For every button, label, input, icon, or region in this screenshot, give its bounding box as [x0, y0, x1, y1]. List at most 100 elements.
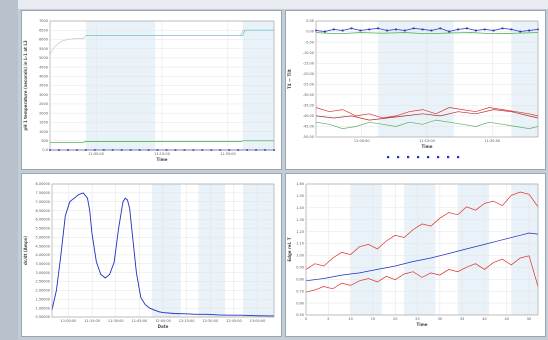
chart-4-svg: 1.60 1.50 1.40 1.30 1.20 1.10 1.00 0.90 0.80 0.70… [287, 182, 539, 327]
chart-4-y-tick-label: 0.60 [296, 301, 304, 305]
chart-3-x-tick-label: 12:30:00 [202, 319, 218, 323]
chart-2-series-marker [377, 27, 380, 30]
chart-1-y-tick-label: 6500 [39, 28, 48, 32]
chart-4-series-line-2 [305, 191, 539, 270]
chart-3-y-tick-label: 4.00000 [36, 253, 50, 257]
chart-2-svg: 5.00 0.00 -5.00 -10.00 -15.00 -20.00 -25.00 -30… [287, 19, 539, 159]
chart-2-legend-marker [407, 156, 410, 159]
chart-1-y-tick-label: 3000 [39, 93, 48, 97]
chart-4-x-tick-label: 50 [527, 317, 531, 321]
chart-3-y-tick-label: 5.00000 [36, 235, 50, 239]
chart-2-y-tick-label: -45.00 [303, 125, 314, 129]
chart-2-series-marker [483, 28, 486, 31]
chart-1-y-tick-label: 500 [41, 139, 48, 143]
chart-2-legend-marker [387, 156, 390, 159]
chart-2-x-axis-label: Time [422, 144, 433, 149]
chart-3-y-tick-label: 7.50000 [36, 191, 50, 195]
chart-4-x-tick-label: 15 [371, 317, 375, 321]
chart-1-y-tick-label: 5000 [39, 56, 48, 60]
chart-3-y-tick-label: 6.50000 [36, 209, 50, 213]
chart-2-series-line-5 [315, 119, 539, 129]
chart-2-series-marker [510, 28, 513, 31]
chart-3-x-tick-label: 11:30:00 [108, 319, 124, 323]
chart-3-series-line-1 [51, 192, 275, 317]
chart-4-shaded-band [511, 184, 538, 315]
chart-2-series-marker [448, 30, 451, 33]
chart-2-series-marker [457, 28, 459, 31]
chart-4-y-tick-label: 0.90 [296, 266, 304, 270]
chart-3-shaded-band [198, 184, 226, 317]
chart-3-x-tick-label: 12:00:00 [155, 319, 171, 323]
chart-1-y-tick-label: 2000 [39, 111, 48, 115]
chart-1-y-tick-label: 6000 [39, 38, 48, 42]
chart-4-y-tick-label: 0.70 [296, 289, 304, 293]
chart-2-series-marker [341, 29, 344, 32]
chart-1-series-line-3 [50, 140, 274, 143]
chart-2-plot-frame [315, 20, 539, 138]
chart-4-x-tick-label: 0 [305, 317, 307, 321]
chart-4-y-tick-label: 1.40 [296, 206, 304, 210]
chart-2-series-line-3 [315, 107, 539, 119]
chart-3-y-tick-label: 8.00000 [36, 182, 50, 186]
chart-2-series-marker [501, 27, 504, 30]
chart-1-y-axis-label: pH 1 temperature (seconds) in L-1 at L3 [23, 40, 28, 131]
chart-2-series-marker [412, 27, 415, 30]
chart-2-shaded-band [511, 21, 538, 137]
chart-2-y-tick-label: 0.00 [306, 30, 314, 34]
chart-2-y-tick-label: -15.00 [303, 61, 314, 65]
chart-4-y-tick-label: 1.00 [296, 254, 304, 258]
chart-2-series-marker [386, 29, 388, 32]
chart-1-x-axis-label: Time [157, 157, 168, 162]
chart-1-x-tick-label: 11:00:00 [88, 152, 104, 156]
chart-2-y-tick-label: -40.00 [303, 114, 314, 118]
chart-2-legend-marker [457, 156, 460, 159]
chart-3-y-tick-label: 2.00000 [36, 289, 50, 293]
chart-4-x-tick-label: 45 [505, 317, 509, 321]
chart-1-y-tick-label: 7000 [39, 19, 48, 23]
chart-panel-4: 1.60 1.50 1.40 1.30 1.20 1.10 1.00 0.90 0.80 0.70… [285, 173, 546, 337]
chart-3-y-tick-label: 2.50000 [36, 280, 50, 284]
chart-3-x-tick-label: 13:00:00 [250, 319, 266, 323]
chart-1-y-tick-label: 0.0 [42, 148, 48, 152]
chart-4-x-tick-label: 25 [415, 317, 419, 321]
chart-4-y-axis-label: Edge rel. T [287, 237, 292, 262]
chart-3-shaded-band [151, 184, 181, 317]
chart-2-series-marker [519, 30, 522, 33]
chart-4-x-tick-label: 5 [327, 317, 329, 321]
chart-1-y-tick-label: 1500 [39, 121, 48, 125]
chart-3-y-tick-label: 0.50000 [36, 315, 50, 319]
chart-2-series-marker [430, 29, 433, 32]
chart-2-series-marker [395, 28, 397, 31]
chart-2-series-marker [421, 28, 424, 31]
chart-2-series-marker [368, 28, 371, 31]
chart-2-y-tick-label: -5.00 [305, 40, 314, 44]
chart-2-y-tick-label: -20.00 [303, 72, 314, 76]
chart-4-y-tick-label: 1.20 [296, 230, 304, 234]
chart-4-x-tick-label: 35 [460, 317, 464, 321]
chart-2-legend-marker [427, 156, 430, 159]
chart-1-plot-frame [49, 20, 275, 151]
chart-1-y-tick-label: 5500 [39, 47, 48, 51]
chart-4-x-tick-label: 40 [482, 317, 486, 321]
chart-4-x-tick-label: 30 [438, 317, 442, 321]
chart-3-y-tick-label: 3.00000 [36, 271, 50, 275]
chart-1-y-tick-label: 4500 [39, 65, 48, 69]
chart-2-x-tick-label: 11:15:00 [419, 139, 435, 143]
chart-2-legend-marker [397, 156, 400, 159]
chart-1-y-tick-label: 2500 [39, 102, 48, 106]
chart-3-plot-frame [51, 183, 275, 318]
chart-3-y-tick-label: 3.50000 [36, 262, 50, 266]
chart-3-y-tick-label: 5.50000 [36, 227, 50, 231]
chart-1-x-tick-label: 11:30:00 [220, 152, 236, 156]
chart-3-x-tick-label: 11:15:00 [84, 319, 100, 323]
chart-4-y-tick-label: 1.50 [296, 194, 304, 198]
chart-1-y-tick-label: 1000 [39, 130, 48, 134]
chart-2-series-marker [439, 27, 442, 30]
chart-1-svg: 7000 6500 6000 5500 5000 4500 4000 3500 3000 2500… [23, 19, 275, 162]
chart-1-x-tick-label: 11:15:00 [154, 152, 170, 156]
chart-2-series-marker [323, 30, 326, 33]
chart-1-series-line-1 [49, 29, 274, 55]
chart-4-y-tick-label: 0.80 [296, 277, 304, 281]
chart-2-series-marker [403, 29, 406, 32]
chart-4-shaded-band [350, 184, 382, 315]
